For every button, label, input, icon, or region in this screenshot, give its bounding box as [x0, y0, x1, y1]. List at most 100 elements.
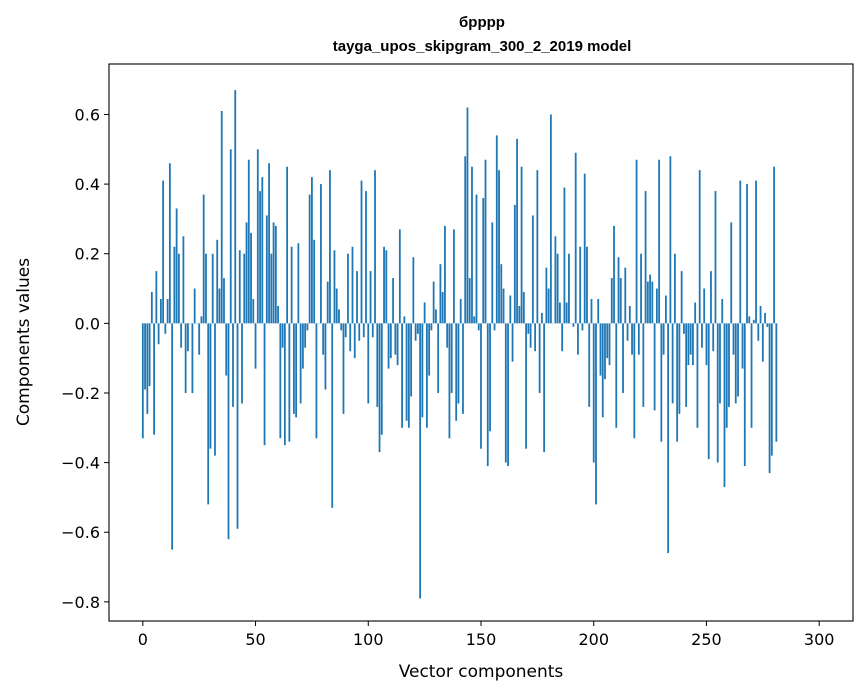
- bar-256: [719, 323, 721, 404]
- bar-244: [692, 323, 694, 366]
- bar-249: [703, 288, 706, 324]
- bar-153: [486, 323, 489, 467]
- bar-158: [498, 170, 500, 324]
- bar-13: [171, 323, 174, 550]
- plot-area-frame: [108, 63, 854, 622]
- bar-14: [173, 246, 176, 324]
- bar-206: [606, 323, 609, 359]
- bar-210: [615, 323, 618, 428]
- bar-3: [148, 323, 151, 387]
- bar-36: [223, 278, 225, 324]
- bar-100: [367, 323, 370, 404]
- bar-4: [150, 292, 153, 324]
- bar-107: [383, 246, 385, 324]
- bar-60: [277, 305, 279, 324]
- bar-195: [581, 323, 584, 331]
- bar-212: [619, 278, 622, 324]
- bar-6: [155, 271, 158, 324]
- bar-68: [295, 323, 298, 418]
- bar-253: [712, 323, 715, 352]
- bar-157: [495, 135, 498, 324]
- bar-184: [556, 253, 559, 324]
- bar-218: [633, 323, 636, 439]
- bar-63: [283, 323, 286, 446]
- bar-149: [477, 323, 480, 331]
- bar-53: [261, 177, 264, 324]
- bar-145: [468, 278, 471, 324]
- bar-198: [588, 323, 591, 407]
- bar-135: [446, 323, 449, 348]
- bar-16: [177, 253, 180, 324]
- bar-213: [622, 323, 624, 393]
- bar-137: [450, 323, 453, 393]
- bar-124: [421, 323, 424, 418]
- bar-38: [227, 323, 230, 540]
- bar-169: [522, 292, 525, 324]
- bar-205: [604, 323, 606, 380]
- y-tick-label: −0.2: [61, 384, 100, 403]
- bar-12: [168, 163, 171, 324]
- bar-227: [653, 323, 656, 411]
- bar-84: [331, 323, 334, 508]
- bar-111: [392, 278, 394, 324]
- bar-49: [252, 298, 255, 324]
- bar-237: [676, 323, 679, 442]
- bar-150: [480, 323, 482, 449]
- bar-193: [577, 323, 579, 355]
- bar-255: [716, 323, 719, 463]
- bar-66: [290, 246, 293, 324]
- bar-120: [412, 257, 415, 324]
- bar-64: [286, 166, 289, 324]
- y-tick-label: 0.0: [75, 314, 100, 333]
- bar-series: [141, 90, 778, 599]
- bar-176: [538, 323, 541, 393]
- bar-69: [297, 243, 300, 324]
- bar-189: [568, 253, 570, 324]
- bar-183: [554, 236, 557, 324]
- bar-23: [193, 288, 196, 324]
- bar-230: [660, 323, 663, 442]
- bar-54: [263, 323, 266, 446]
- bar-238: [678, 323, 681, 414]
- bar-159: [500, 264, 503, 324]
- bar-144: [466, 107, 469, 324]
- bar-154: [489, 323, 491, 432]
- bar-273: [757, 323, 760, 341]
- bar-232: [664, 295, 667, 324]
- bar-140: [457, 323, 460, 404]
- bar-228: [655, 288, 658, 324]
- bar-214: [624, 267, 627, 324]
- x-tick-label: 250: [691, 630, 722, 649]
- bar-257: [721, 298, 724, 324]
- bar-250: [705, 323, 708, 366]
- bar-123: [419, 323, 422, 599]
- bar-94: [353, 323, 356, 359]
- bar-243: [689, 323, 692, 355]
- bar-133: [441, 292, 444, 324]
- bar-115: [401, 323, 403, 428]
- bar-254: [714, 191, 717, 324]
- bar-40: [232, 323, 234, 407]
- bar-74: [308, 194, 311, 324]
- bar-83: [329, 170, 331, 324]
- bar-70: [299, 323, 302, 404]
- bar-105: [378, 323, 381, 453]
- bar-27: [202, 194, 205, 324]
- bar-207: [608, 323, 611, 366]
- bar-239: [680, 271, 683, 324]
- bar-45: [243, 253, 246, 324]
- bar-267: [743, 323, 746, 467]
- bar-226: [651, 281, 654, 324]
- bar-270: [750, 323, 753, 428]
- bar-37: [225, 323, 228, 376]
- bar-142: [462, 323, 464, 414]
- bar-223: [644, 191, 647, 324]
- bar-203: [599, 323, 602, 376]
- bar-56: [268, 163, 270, 324]
- bar-167: [518, 305, 521, 324]
- bar-241: [685, 323, 688, 407]
- y-tick-label: 0.4: [75, 175, 100, 194]
- bar-113: [396, 323, 399, 366]
- bar-211: [617, 257, 620, 324]
- bar-99: [365, 191, 367, 324]
